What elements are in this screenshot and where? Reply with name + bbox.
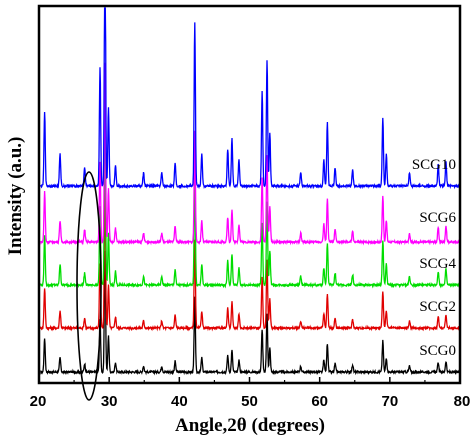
series-line-scg2 — [39, 183, 460, 332]
series-line-scg4 — [39, 111, 460, 289]
series-line-scg6 — [40, 62, 460, 246]
series-layer — [39, 7, 460, 376]
series-label-scg4: SCG4 — [419, 256, 456, 272]
series-label-scg10: SCG10 — [412, 157, 456, 173]
series-label-scg0: SCG0 — [419, 343, 456, 359]
series-line-scg0 — [40, 250, 460, 376]
series-labels: SCG0 SCG2 SCG4 SCG6 SCG10 — [412, 157, 457, 359]
x-tick-label: 80 — [454, 393, 471, 410]
x-tick-label: 40 — [171, 393, 188, 410]
series-line-scg10 — [39, 7, 460, 190]
x-tick-label: 30 — [101, 393, 118, 410]
highlight-ellipse — [76, 171, 102, 401]
series-label-scg6: SCG6 — [419, 210, 456, 226]
x-axis-ticks: 20 30 40 50 60 70 80 — [30, 377, 471, 410]
x-axis-title: Angle,2θ (degrees) — [175, 415, 325, 436]
y-axis-title: Intensity (a.u.) — [5, 137, 26, 256]
x-tick-label: 50 — [241, 393, 258, 410]
x-tick-label: 60 — [311, 393, 328, 410]
x-tick-label: 70 — [381, 393, 398, 410]
series-label-scg2: SCG2 — [419, 299, 456, 315]
x-tick-label: 20 — [30, 393, 47, 410]
